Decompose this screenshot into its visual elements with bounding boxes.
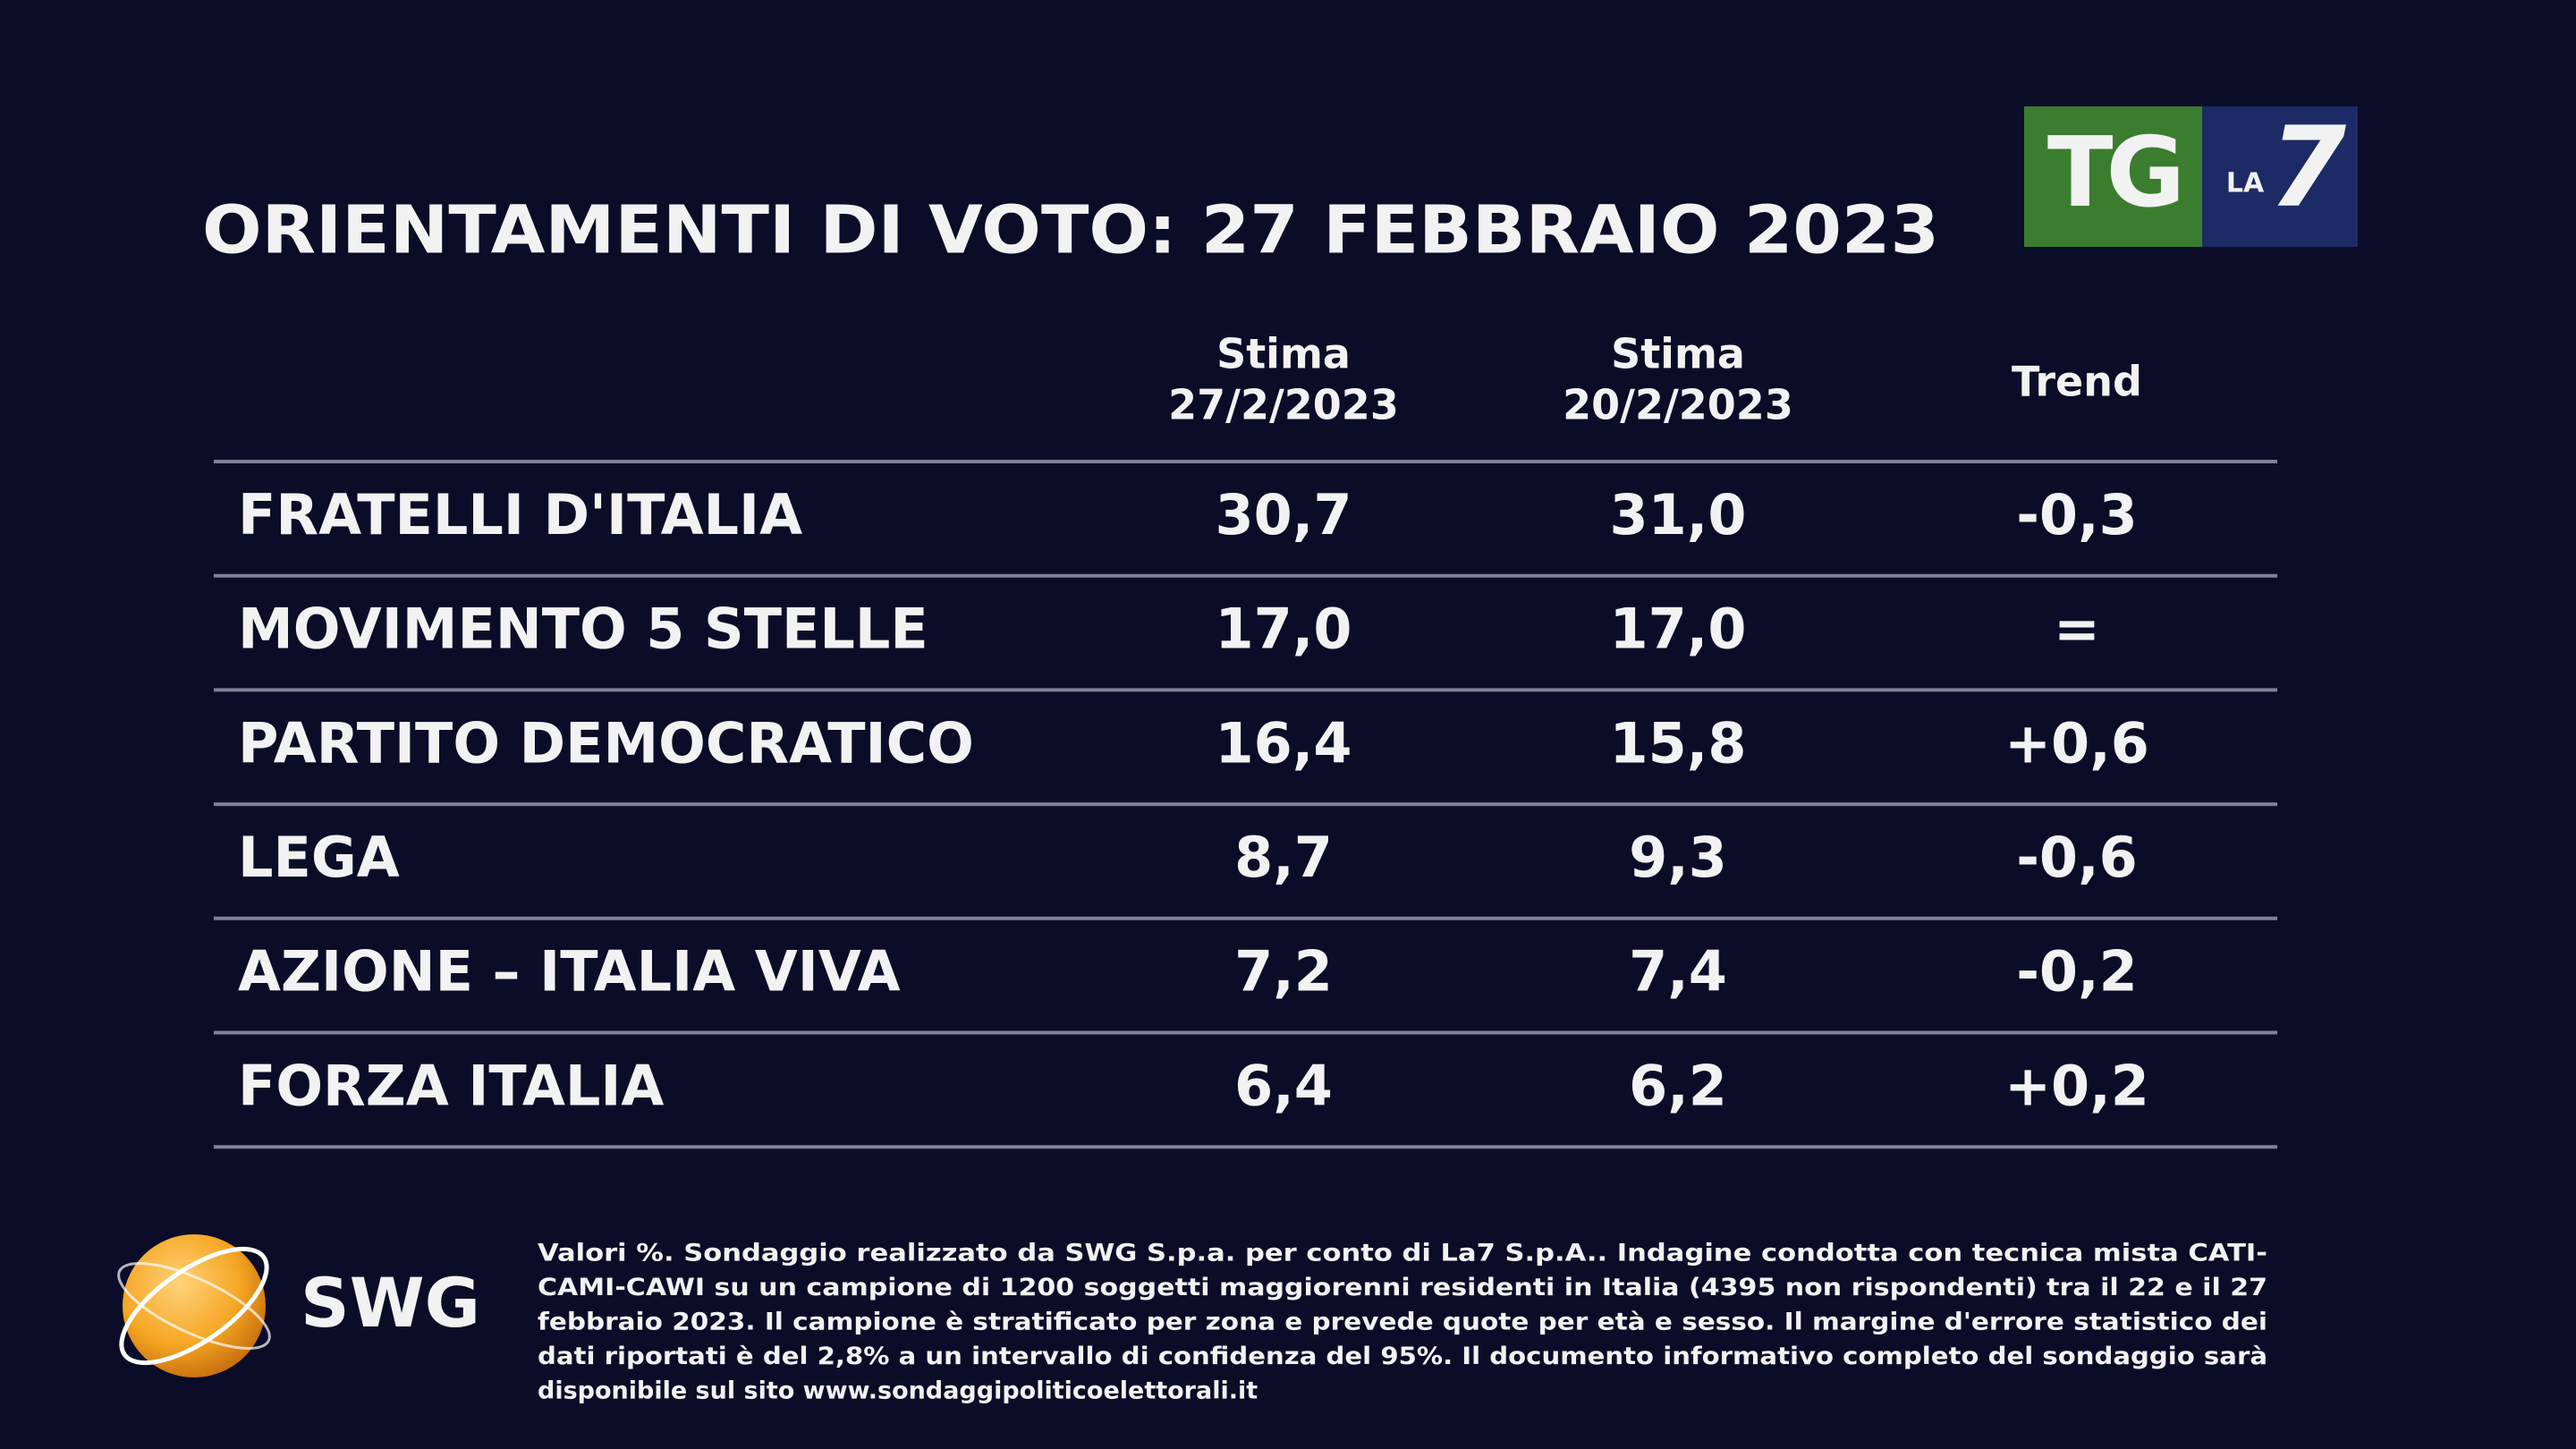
logo-green [2024,106,2202,247]
footnote-line: Valori %. Sondaggio realizzato da SWG S.… [538,1240,2267,1267]
swg-ring [119,1246,269,1366]
logo-seven: 7 [2269,104,2347,233]
party-name: LEGA [238,825,400,890]
footnote: Valori %. Sondaggio realizzato da SWG S.… [538,1240,2267,1405]
tg-la7-logo: TG LA 7 [2024,104,2358,247]
estimate-cell: 8,7 [1234,825,1333,890]
logo-blue [2202,106,2358,247]
estimate-cell: 9,3 [1629,825,1727,890]
footnote-line: dati riportati è del 2,8% a un intervall… [538,1343,2267,1370]
estimate-cell: 6,4 [1234,1053,1333,1118]
trend-cell: -0,3 [2016,482,2138,547]
footnote-line: febbraio 2023. Il campione è stratificat… [538,1309,2267,1336]
column-date: 27/2/2023 [1168,381,1399,429]
trend-cell: +0,6 [2004,710,2149,775]
trend-cell: +0,2 [2004,1053,2149,1118]
trend-cell: = [2054,597,2100,662]
estimate-cell: 7,2 [1234,939,1333,1004]
party-name: FORZA ITALIA [238,1053,664,1118]
column-title: Stima [1611,330,1745,378]
trend-cell: -0,2 [2016,939,2138,1004]
estimate-cell: 31,0 [1610,482,1747,547]
party-name: PARTITO DEMOCRATICO [238,710,974,775]
estimate-cell: 15,8 [1610,710,1747,775]
party-name: MOVIMENTO 5 STELLE [238,597,928,662]
estimate-cell: 17,0 [1216,597,1352,662]
trend-cell: -0,6 [2016,825,2138,890]
column-date: 20/2/2023 [1563,381,1793,429]
estimate-cell: 6,2 [1629,1053,1727,1118]
party-name: AZIONE – ITALIA VIVA [238,939,901,1004]
swg-orb [123,1234,266,1377]
estimate-cell: 16,4 [1216,710,1352,775]
logo-la: LA [2226,168,2265,199]
swg-brand: SWG [301,1263,480,1343]
estimate-cell: 7,4 [1629,939,1727,1004]
footnote-line: CAMI-CAWI su un campione di 1200 soggett… [538,1274,2267,1301]
logo-tg: TG [2047,117,2179,229]
footnote-line: disponibile sul sito www.sondaggipolitic… [538,1377,1258,1405]
party-name: FRATELLI D'ITALIA [238,482,802,547]
swg-ring [117,1262,271,1350]
column-title: Stima [1216,330,1351,378]
estimate-cell: 30,7 [1216,482,1352,547]
title: ORIENTAMENTI DI VOTO: 27 FEBBRAIO 2023 [202,192,1939,269]
column-title: Trend [2012,358,2142,406]
swg-logo: SWG [117,1234,480,1377]
estimate-cell: 17,0 [1610,597,1747,662]
